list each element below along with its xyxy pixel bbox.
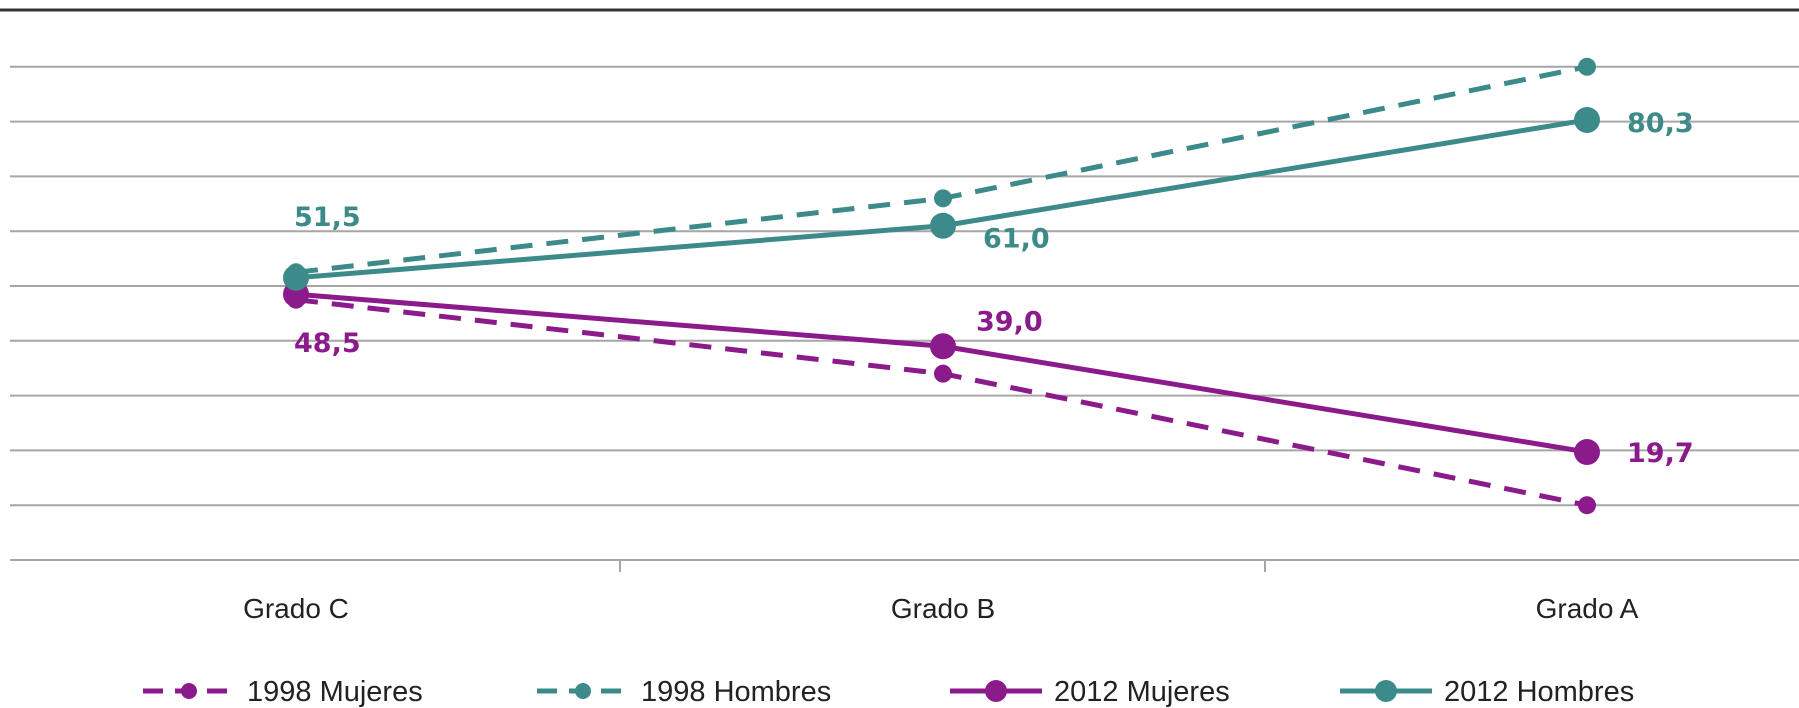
data-label: 61,0 <box>983 224 1050 255</box>
legend-marker <box>985 680 1007 702</box>
data-point <box>1574 439 1600 466</box>
legend-marker <box>575 683 591 699</box>
x-tick-label: Grado B <box>891 593 995 624</box>
legend-item: 1998 Mujeres <box>143 676 423 708</box>
data-label: 39,0 <box>976 306 1043 337</box>
legend-label: 2012 Hombres <box>1444 676 1634 708</box>
legend-label: 1998 Mujeres <box>247 676 423 708</box>
data-point <box>930 212 956 239</box>
x-tick-label: Grado A <box>1536 593 1639 624</box>
data-labels: 48,5 39,0 19,7 51,5 61,0 80,3 <box>294 108 1694 469</box>
legend-item: 2012 Hombres <box>1340 676 1634 708</box>
x-tick-label: Grado C <box>243 593 349 624</box>
series-line <box>295 64 1588 275</box>
legend-item: 1998 Hombres <box>537 676 831 708</box>
x-axis: Grado C Grado B Grado A <box>10 559 1799 624</box>
data-label: 19,7 <box>1627 438 1694 469</box>
legend-label: 2012 Mujeres <box>1054 676 1230 708</box>
data-point <box>1578 496 1596 515</box>
data-point <box>283 264 309 291</box>
data-label: 51,5 <box>294 202 361 233</box>
data-label: 80,3 <box>1627 108 1694 139</box>
series-group <box>283 57 1600 515</box>
legend: 1998 Mujeres 1998 Hombres 2012 Mujeres 2012… <box>143 676 1634 708</box>
legend-item: 2012 Mujeres <box>950 676 1230 708</box>
data-point <box>930 333 956 360</box>
legend-marker <box>1375 680 1397 702</box>
legend-label: 1998 Hombres <box>641 676 831 708</box>
data-point <box>1578 57 1596 76</box>
series-line <box>295 297 1588 508</box>
data-point <box>934 364 952 383</box>
gridlines <box>10 65 1799 507</box>
data-label: 48,5 <box>294 328 361 359</box>
legend-marker <box>181 683 197 699</box>
data-point <box>1574 106 1600 133</box>
data-point <box>934 189 952 208</box>
